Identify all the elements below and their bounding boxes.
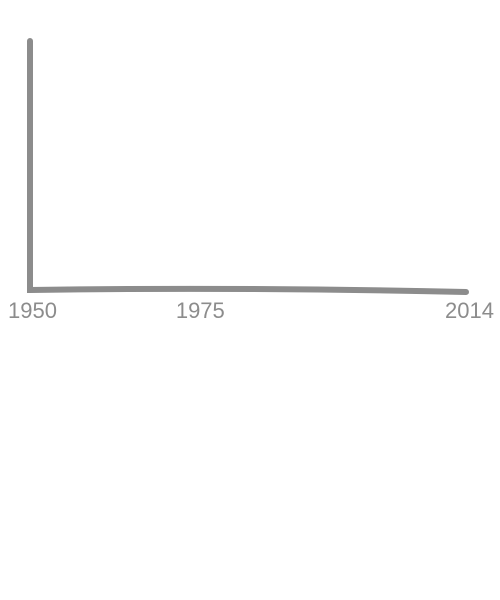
x-tick-label: 1950 — [8, 298, 57, 323]
plot-area — [27, 38, 469, 295]
x-tick-label: 2014 — [445, 298, 494, 323]
x-tick-label: 1975 — [176, 298, 225, 323]
chart-axes — [27, 38, 469, 295]
x-tick-labels: 1950 1975 2014 — [8, 298, 494, 323]
